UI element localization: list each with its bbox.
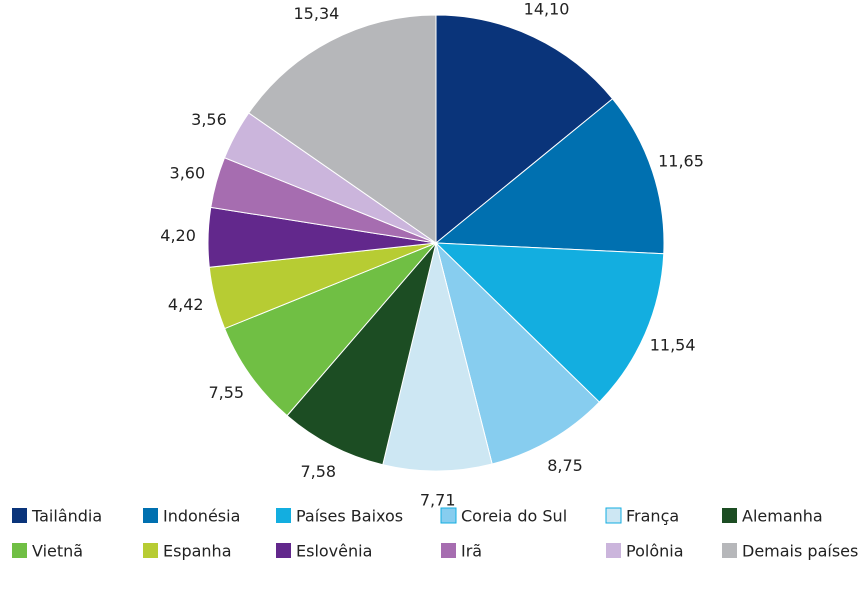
legend-label: Eslovênia <box>296 542 372 561</box>
pie-slice <box>286 242 437 466</box>
data-label: 7,58 <box>300 462 336 481</box>
legend-swatch <box>276 508 291 523</box>
legend-label: Irã <box>461 542 482 561</box>
legend-label: Espanha <box>163 542 232 561</box>
pie-slice <box>435 241 601 465</box>
legend-label: Coreia do Sul <box>461 507 567 526</box>
legend-swatch <box>276 543 291 558</box>
legend-label: Tailândia <box>31 507 102 526</box>
legend-swatch <box>440 507 457 524</box>
data-label: 7,71 <box>420 490 456 509</box>
data-label: 11,65 <box>658 152 704 171</box>
legend-swatch <box>143 508 158 523</box>
data-label: 7,55 <box>208 383 244 402</box>
pie-slice <box>435 14 614 245</box>
pie-slice <box>434 98 665 255</box>
legend-label: França <box>626 507 679 526</box>
legend-swatch <box>605 507 622 524</box>
data-label: 11,54 <box>650 335 696 354</box>
data-label: 3,56 <box>191 110 227 129</box>
legend-swatch <box>12 508 27 523</box>
legend-label: Alemanha <box>742 507 823 526</box>
legend-swatch <box>441 543 456 558</box>
data-label: 4,42 <box>168 295 204 314</box>
legend-swatch <box>143 543 158 558</box>
legend-label: Países Baixos <box>296 507 403 526</box>
pie-slice <box>248 14 437 244</box>
legend-label: Polônia <box>626 542 684 561</box>
pie-slice <box>434 242 665 403</box>
legend-label: Demais países <box>742 542 858 561</box>
legend-swatch <box>12 543 27 558</box>
data-label: 8,75 <box>547 456 583 475</box>
legend-swatch <box>722 543 737 558</box>
data-label: 3,60 <box>170 164 206 183</box>
pie-slice <box>223 242 437 417</box>
data-label: 14,10 <box>524 0 570 18</box>
legend-label: Indonésia <box>163 507 240 526</box>
pie-slice <box>382 242 493 472</box>
legend-label: Vietnã <box>32 542 83 561</box>
legend-swatch <box>606 543 621 558</box>
data-label: 4,20 <box>160 226 196 245</box>
data-label: 15,34 <box>294 4 340 23</box>
legend-swatch <box>722 508 737 523</box>
